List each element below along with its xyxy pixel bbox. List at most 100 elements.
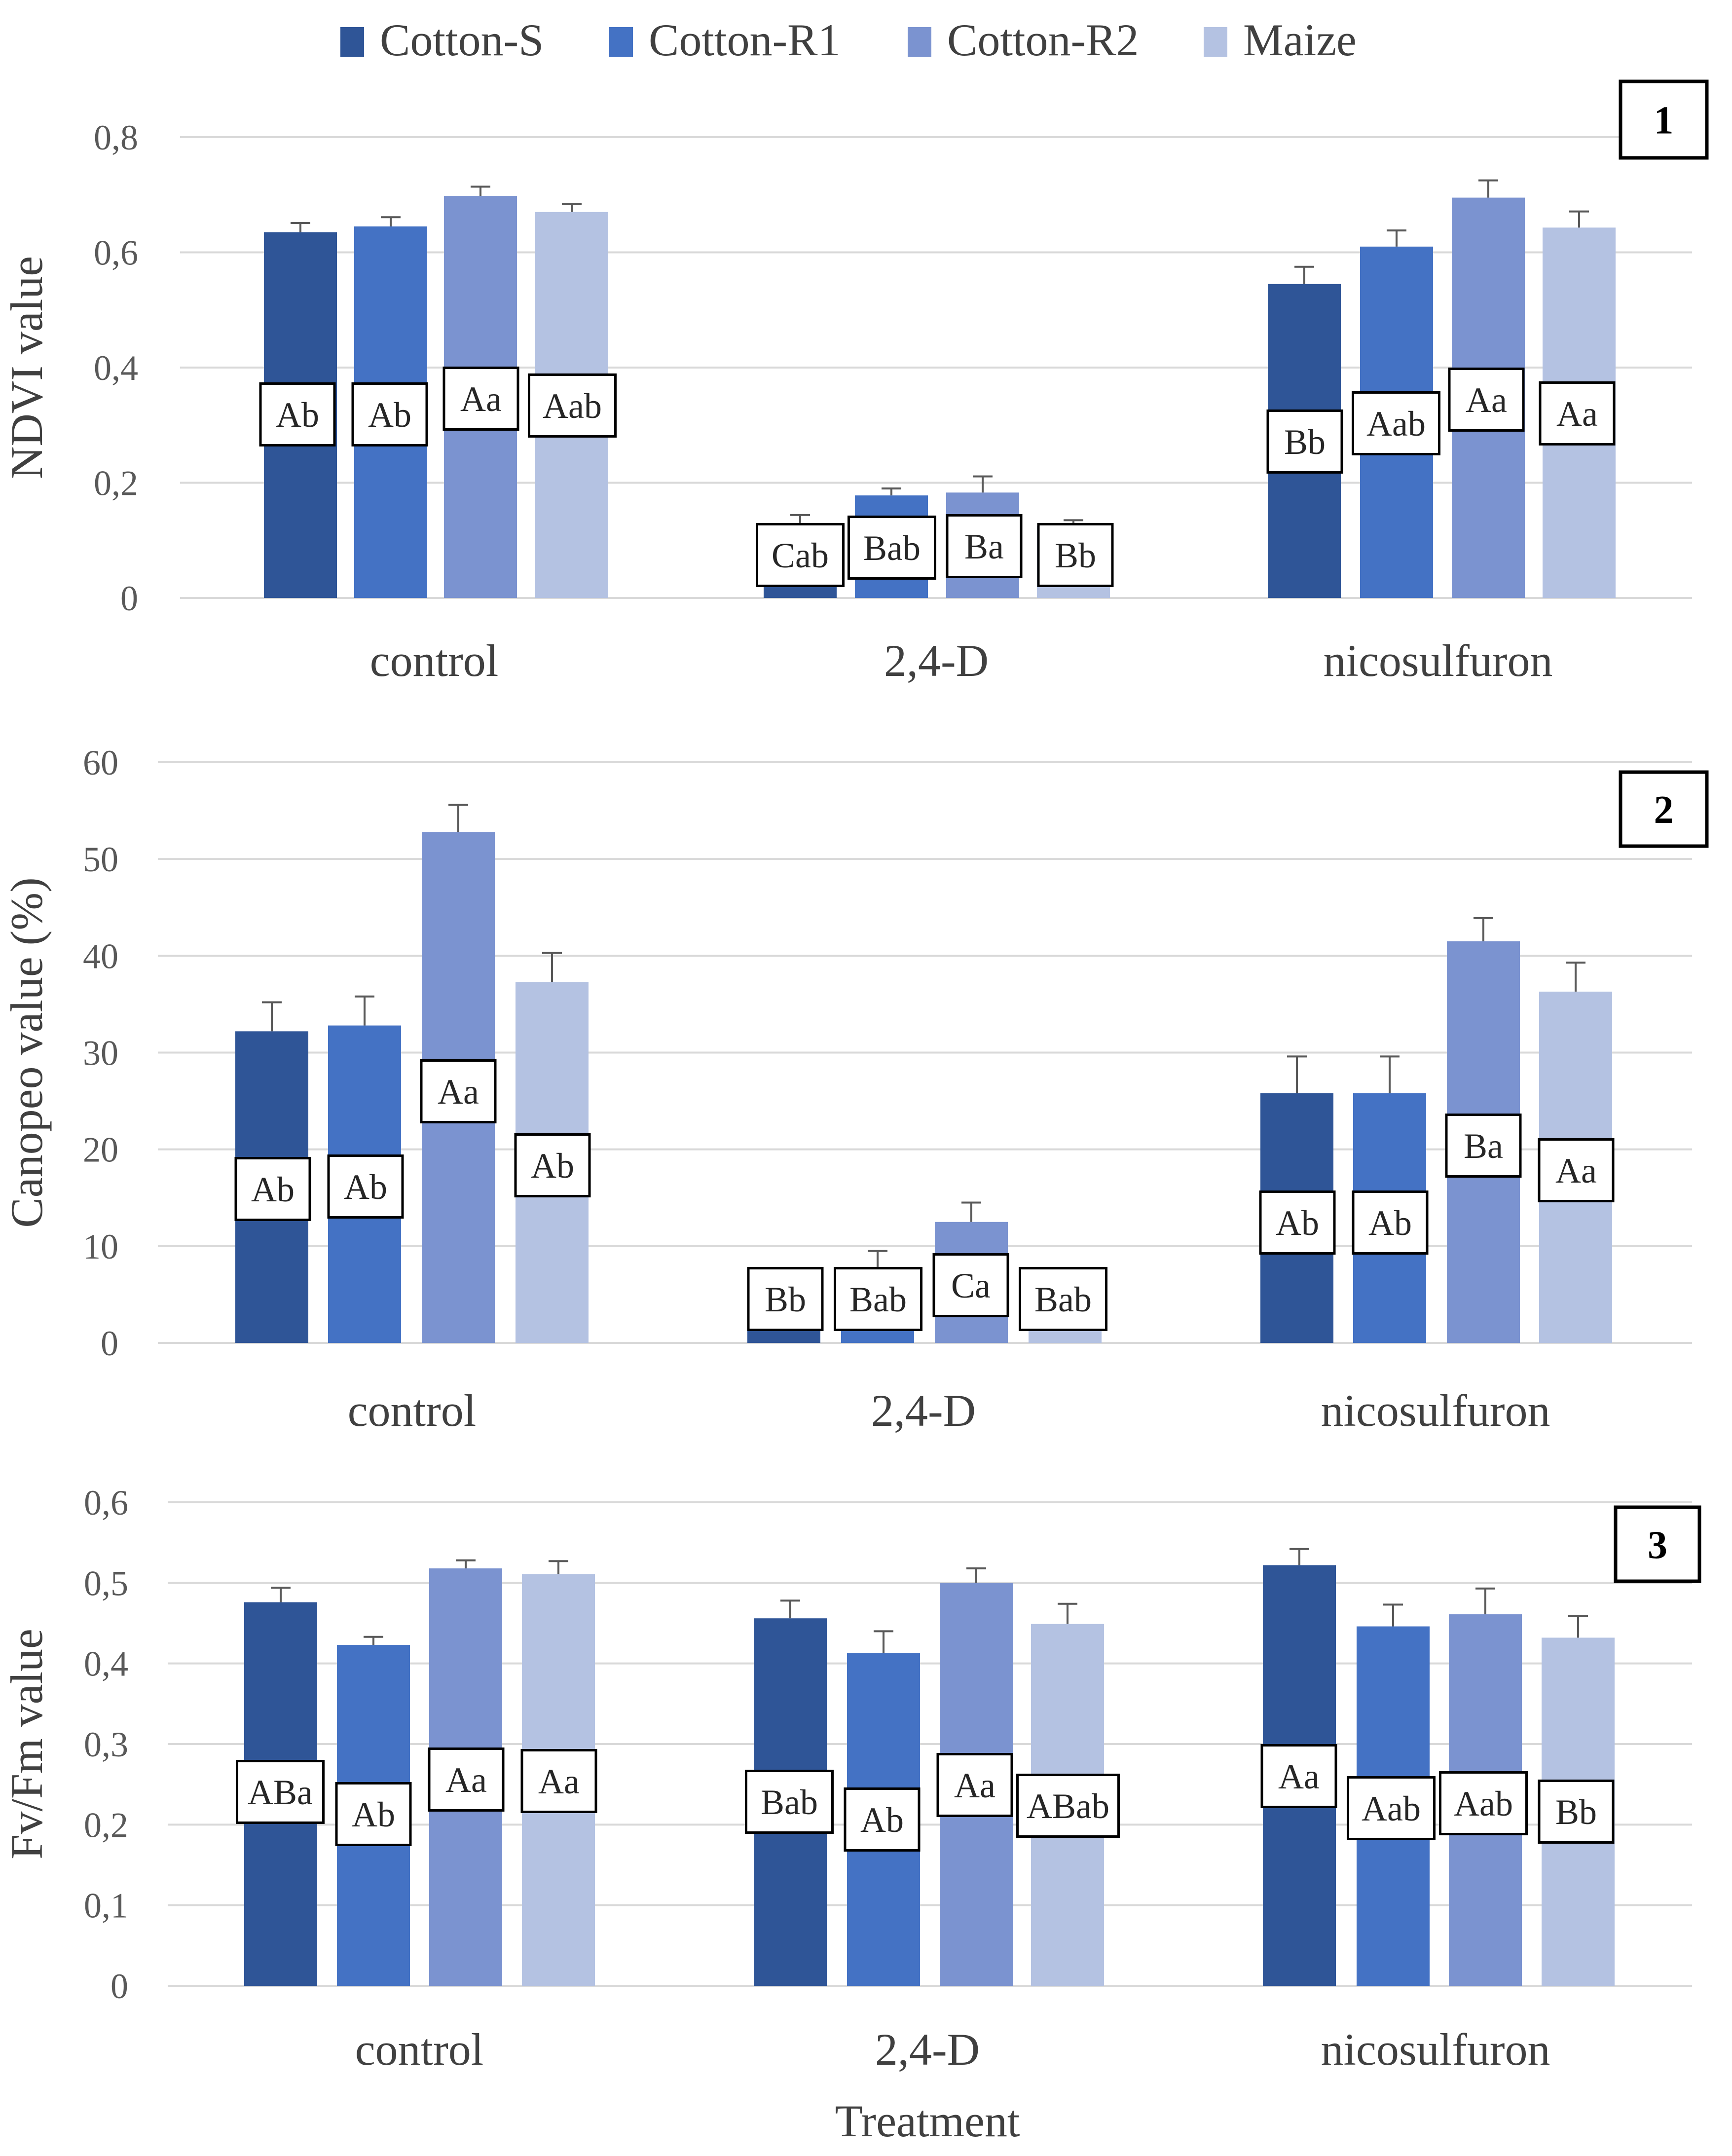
y-tick-label-0: 0	[120, 579, 138, 618]
panel-number-box	[1619, 79, 1709, 160]
annotation-box-0-2	[442, 367, 519, 431]
annotation-box-2-0	[1259, 1190, 1336, 1255]
panel-ndvi: 0 0,2 0,4 0,6 0,8 NDVI value control 2,4-D nicos…	[1, 79, 1709, 686]
legend-swatch-3	[1204, 27, 1227, 57]
legend-swatch-2	[908, 27, 931, 57]
annotation-box-1-2	[946, 514, 1023, 578]
panel-number: 3	[1648, 1524, 1667, 1567]
annotation-label-1-3: Bb	[1055, 536, 1096, 575]
panel-number: 1	[1654, 99, 1674, 143]
annotation-label-2-2: Aab	[1454, 1784, 1513, 1823]
annotation-box-2-2	[1445, 1114, 1522, 1178]
annotation-label-1-1: Ab	[860, 1800, 904, 1840]
annotation-label-2-0: Bb	[1284, 422, 1326, 462]
annotation-box-2-0	[1260, 1744, 1337, 1808]
annotation-box-0-3	[514, 1133, 591, 1197]
annotation-box-0-0	[236, 1760, 325, 1824]
annotation-box-1-2	[936, 1753, 1013, 1817]
annotation-box-1-0	[747, 1267, 824, 1331]
annotation-label-1-0: Bab	[761, 1783, 818, 1822]
panel-number: 2	[1654, 788, 1674, 832]
category-label-1: 2,4-D	[884, 635, 989, 686]
annotation-label-1-2: Aa	[954, 1766, 995, 1805]
y-tick-label-6: 0,6	[84, 1483, 128, 1523]
annotation-box-2-3	[1539, 381, 1616, 446]
annotation-label-2-2: Ba	[1464, 1126, 1503, 1166]
panel-canopeo: 0 10 20 30 40 50 60 Canopeo value (%) control 2,4…	[1, 743, 1709, 1436]
annotation-label-2-3: Aa	[1556, 394, 1598, 434]
x-axis-title: Treatment	[835, 2096, 1020, 2146]
annotation-label-0-0: ABa	[248, 1773, 313, 1812]
y-axis-title: Canopeo value (%)	[1, 877, 52, 1227]
y-tick-label-5: 0,5	[84, 1563, 128, 1603]
legend: Cotton-S Cotton-R1 Cotton-R2 Maize	[340, 15, 1357, 65]
annotation-label-0-3: Aab	[543, 386, 602, 426]
annotation-label-2-1: Aab	[1366, 404, 1426, 444]
annotation-box-0-0	[234, 1157, 311, 1221]
y-tick-label-3: 0,3	[84, 1725, 128, 1764]
annotation-box-0-1	[335, 1782, 412, 1846]
y-tick-label-2: 0,2	[84, 1805, 128, 1845]
panel-number-box	[1619, 770, 1709, 848]
annotation-box-0-1	[351, 382, 428, 446]
annotation-label-1-2: Ca	[951, 1266, 991, 1305]
annotation-label-2-0: Ab	[1276, 1203, 1319, 1243]
annotation-label-2-3: Aa	[1555, 1151, 1597, 1190]
legend-label-1: Cotton-R1	[649, 15, 840, 65]
annotation-box-1-2	[932, 1253, 1009, 1317]
annotation-label-0-3: Aa	[538, 1762, 580, 1801]
annotation-label-1-3: ABab	[1027, 1786, 1109, 1826]
annotation-label-1-2: Ba	[964, 527, 1004, 566]
annotation-label-1-1: Bab	[863, 528, 921, 568]
category-label-0: control	[355, 2024, 484, 2075]
category-label-2: nicosulfuron	[1321, 1385, 1550, 1436]
annotation-box-1-0	[745, 1770, 834, 1834]
y-axis-title: NDVI value	[1, 256, 52, 479]
annotation-label-0-2: Aa	[460, 379, 502, 419]
annotation-box-1-3	[1019, 1267, 1107, 1331]
annotation-box-2-1	[1352, 391, 1440, 455]
panel-fvfm: 0 0,1 0,2 0,3 0,4 0,5 0,6 Fv/Fm value control 2,4…	[1, 1483, 1701, 2075]
annotation-box-0-2	[428, 1747, 505, 1812]
y-tick-label-0: 0	[101, 1324, 118, 1363]
category-label-2: nicosulfuron	[1323, 635, 1552, 686]
y-tick-label-2: 0,4	[94, 348, 138, 388]
annotation-box-0-3	[520, 1749, 597, 1813]
y-tick-label-3: 30	[83, 1034, 118, 1073]
annotation-box-2-3	[1538, 1138, 1615, 1202]
annotation-label-0-1: Ab	[352, 1795, 395, 1834]
annotation-box-2-2	[1439, 1771, 1528, 1835]
annotation-box-0-3	[528, 373, 617, 438]
annotation-label-2-2: Aa	[1466, 380, 1507, 420]
annotation-box-0-0	[259, 382, 336, 446]
category-label-0: control	[370, 635, 499, 686]
annotation-label-0-3: Ab	[531, 1146, 574, 1186]
legend-label-0: Cotton-S	[380, 15, 544, 65]
annotation-label-1-3: Bab	[1034, 1280, 1092, 1319]
annotation-box-2-1	[1352, 1190, 1429, 1255]
annotation-box-0-2	[420, 1059, 497, 1123]
annotation-box-1-3	[1016, 1774, 1120, 1838]
y-tick-label-0: 0	[111, 1967, 128, 2006]
annotation-box-1-3	[1037, 523, 1114, 587]
category-label-1: 2,4-D	[875, 2024, 980, 2075]
annotation-label-2-0: Aa	[1278, 1757, 1320, 1796]
annotation-box-1-0	[756, 523, 845, 587]
annotation-label-0-0: Ab	[276, 395, 319, 435]
annotation-box-0-1	[327, 1154, 404, 1219]
annotation-box-1-1	[844, 1787, 921, 1852]
legend-label-3: Maize	[1243, 15, 1357, 65]
annotation-label-0-1: Ab	[344, 1167, 387, 1207]
legend-label-2: Cotton-R2	[947, 15, 1139, 65]
annotation-box-2-3	[1538, 1780, 1615, 1844]
y-tick-label-4: 0,8	[94, 118, 138, 157]
y-tick-label-1: 0,2	[94, 464, 138, 503]
annotation-label-1-0: Bb	[765, 1280, 806, 1319]
legend-swatch-0	[340, 27, 364, 57]
panel-number-box	[1614, 1505, 1701, 1583]
y-tick-label-4: 40	[83, 936, 118, 976]
annotation-label-0-1: Ab	[368, 395, 411, 435]
legend-swatch-1	[609, 27, 633, 57]
y-axis-title: Fv/Fm value	[1, 1629, 52, 1859]
